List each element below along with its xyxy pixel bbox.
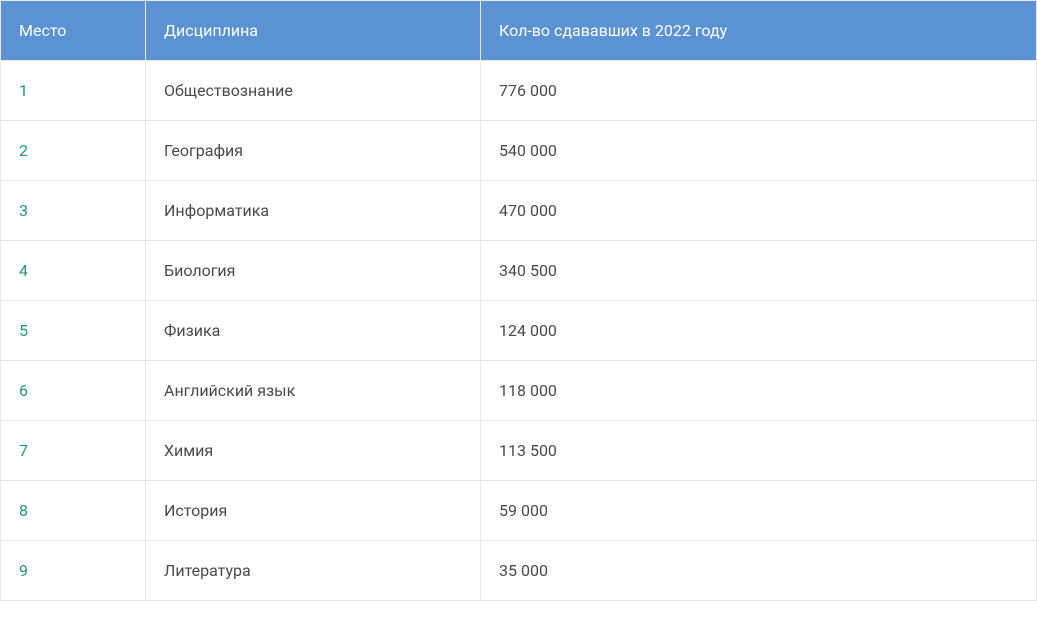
col-header-count: Кол-во сдававших в 2022 году bbox=[481, 1, 1037, 61]
cell-count: 113 500 bbox=[481, 421, 1037, 481]
cell-count: 124 000 bbox=[481, 301, 1037, 361]
table-body: 1 Обществознание 776 000 2 География 540… bbox=[1, 61, 1037, 601]
cell-name: Физика bbox=[146, 301, 481, 361]
cell-rank: 1 bbox=[1, 61, 146, 121]
subjects-table: Место Дисциплина Кол-во сдававших в 2022… bbox=[0, 0, 1037, 601]
cell-count: 35 000 bbox=[481, 541, 1037, 601]
cell-count: 540 000 bbox=[481, 121, 1037, 181]
table-row: 9 Литература 35 000 bbox=[1, 541, 1037, 601]
table-row: 5 Физика 124 000 bbox=[1, 301, 1037, 361]
cell-count: 340 500 bbox=[481, 241, 1037, 301]
cell-rank: 3 bbox=[1, 181, 146, 241]
table-row: 1 Обществознание 776 000 bbox=[1, 61, 1037, 121]
cell-rank: 6 bbox=[1, 361, 146, 421]
cell-rank: 7 bbox=[1, 421, 146, 481]
cell-rank: 9 bbox=[1, 541, 146, 601]
cell-rank: 4 bbox=[1, 241, 146, 301]
cell-name: Обществознание bbox=[146, 61, 481, 121]
cell-name: География bbox=[146, 121, 481, 181]
cell-name: История bbox=[146, 481, 481, 541]
cell-count: 470 000 bbox=[481, 181, 1037, 241]
table-row: 3 Информатика 470 000 bbox=[1, 181, 1037, 241]
table-header: Место Дисциплина Кол-во сдававших в 2022… bbox=[1, 1, 1037, 61]
table-row: 7 Химия 113 500 bbox=[1, 421, 1037, 481]
cell-count: 59 000 bbox=[481, 481, 1037, 541]
col-header-name: Дисциплина bbox=[146, 1, 481, 61]
cell-name: Информатика bbox=[146, 181, 481, 241]
table-row: 4 Биология 340 500 bbox=[1, 241, 1037, 301]
cell-name: Биология bbox=[146, 241, 481, 301]
table-row: 6 Английский язык 118 000 bbox=[1, 361, 1037, 421]
cell-rank: 8 bbox=[1, 481, 146, 541]
cell-rank: 5 bbox=[1, 301, 146, 361]
cell-name: Литература bbox=[146, 541, 481, 601]
cell-rank: 2 bbox=[1, 121, 146, 181]
cell-count: 118 000 bbox=[481, 361, 1037, 421]
col-header-rank: Место bbox=[1, 1, 146, 61]
table-row: 2 География 540 000 bbox=[1, 121, 1037, 181]
cell-name: Английский язык bbox=[146, 361, 481, 421]
cell-name: Химия bbox=[146, 421, 481, 481]
cell-count: 776 000 bbox=[481, 61, 1037, 121]
table-row: 8 История 59 000 bbox=[1, 481, 1037, 541]
